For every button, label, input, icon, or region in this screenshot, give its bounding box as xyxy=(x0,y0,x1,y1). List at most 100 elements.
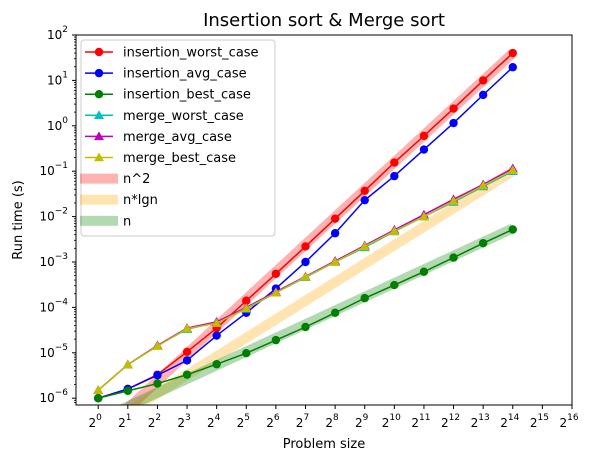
data-point xyxy=(360,186,369,195)
y-axis-ticks: 10−6 10−5 10−4 10−3 10−2 10−1 100 101 102 xyxy=(39,25,76,405)
x-axis-label: Problem size xyxy=(283,437,366,452)
legend-marker xyxy=(94,110,104,120)
data-point xyxy=(212,360,221,369)
y-axis-label: Run time (s) xyxy=(11,180,26,259)
data-point xyxy=(419,131,429,141)
x-tick-label: 26 xyxy=(266,413,280,430)
data-point xyxy=(508,225,517,234)
data-point xyxy=(508,48,517,58)
data-point xyxy=(390,171,399,181)
legend-marker xyxy=(94,68,104,78)
data-point xyxy=(448,196,459,205)
data-point xyxy=(330,229,340,238)
legend-label: merge_avg_case xyxy=(123,130,232,145)
x-tick-label: 25 xyxy=(237,413,250,430)
y-tick-label: 10−4 xyxy=(39,297,68,314)
data-point xyxy=(390,280,399,290)
data-point xyxy=(330,256,341,266)
y-tick-label: 10−2 xyxy=(39,207,68,224)
data-point xyxy=(300,271,311,281)
x-tick-label: 210 xyxy=(382,413,401,430)
data-point xyxy=(418,211,429,221)
x-tick-label: 23 xyxy=(177,413,190,430)
y-tick-label: 10−5 xyxy=(39,343,68,360)
y-tick-label: 101 xyxy=(47,70,68,87)
data-point xyxy=(153,379,162,388)
data-point xyxy=(93,385,104,394)
y-tick-label: 10−1 xyxy=(39,161,68,178)
legend-swatch-band xyxy=(80,194,118,205)
data-point xyxy=(478,180,489,190)
data-point xyxy=(360,195,369,205)
data-point xyxy=(389,226,400,235)
data-point xyxy=(390,158,399,167)
y-tick-label: 100 xyxy=(47,116,68,133)
data-point xyxy=(419,267,429,276)
legend-label: insertion_best_case xyxy=(123,88,251,103)
legend-marker xyxy=(94,131,104,141)
x-tick-label: 24 xyxy=(207,413,221,430)
data-point xyxy=(478,90,488,100)
legend-box xyxy=(80,39,276,237)
data-point xyxy=(211,318,222,327)
x-tick-label: 216 xyxy=(559,413,578,430)
y-tick-label: 10−3 xyxy=(39,252,68,269)
x-tick-label: 20 xyxy=(89,413,103,430)
series-5 xyxy=(93,165,518,394)
data-point xyxy=(182,370,192,379)
legend-label: insertion_avg_case xyxy=(123,67,247,82)
data-point xyxy=(301,242,310,251)
data-point xyxy=(182,347,192,357)
x-axis-ticks: 20 21 22 23 24 25 26 27 28 29 210 211 212 213 214 215 21… xyxy=(89,405,579,430)
data-point xyxy=(242,348,251,358)
data-point xyxy=(507,165,518,174)
data-point xyxy=(508,63,517,72)
data-point xyxy=(152,341,163,350)
legend-label: n^2 xyxy=(123,172,150,187)
y-tick-label: 102 xyxy=(47,25,68,42)
x-tick-label: 211 xyxy=(411,413,430,430)
x-tick-label: 213 xyxy=(471,413,490,430)
x-tick-label: 27 xyxy=(296,413,309,430)
data-point xyxy=(449,118,458,128)
series-2 xyxy=(94,225,517,403)
y-tick-label: 10−6 xyxy=(39,388,68,405)
legend-swatch-band xyxy=(80,173,118,184)
legend-label: merge_best_case xyxy=(123,151,236,166)
data-point xyxy=(271,335,281,345)
data-point xyxy=(182,323,193,333)
data-point xyxy=(478,76,488,85)
legend-label: merge_worst_case xyxy=(123,109,244,124)
legend-label: insertion_worst_case xyxy=(123,46,259,61)
series-1 xyxy=(94,63,517,403)
legend-swatch-band xyxy=(80,215,118,226)
plot-frame xyxy=(75,34,573,406)
legend: insertion_worst_case insertion_avg_casein… xyxy=(80,39,276,237)
data-point xyxy=(271,269,281,278)
data-point xyxy=(94,393,103,403)
data-point xyxy=(330,308,340,318)
x-tick-label: 22 xyxy=(148,413,161,430)
data-point xyxy=(449,104,458,113)
x-tick-label: 214 xyxy=(500,413,519,430)
reference-band-1 xyxy=(129,166,516,405)
chart-title: Insertion sort & Merge sort xyxy=(203,10,445,31)
data-point xyxy=(242,296,251,305)
x-tick-label: 212 xyxy=(441,413,460,430)
data-point xyxy=(122,359,133,369)
data-point xyxy=(153,371,162,380)
x-tick-label: 28 xyxy=(325,413,339,430)
legend-marker xyxy=(94,152,104,162)
legend-label: n*lgn xyxy=(123,193,158,208)
series-group xyxy=(93,48,518,403)
data-point xyxy=(301,322,310,332)
data-point xyxy=(360,293,369,303)
data-point xyxy=(241,303,252,313)
data-point xyxy=(270,287,281,297)
data-point xyxy=(212,331,221,340)
data-point xyxy=(478,238,488,248)
data-point xyxy=(182,356,192,365)
legend-marker xyxy=(94,90,104,99)
data-point xyxy=(301,257,310,267)
